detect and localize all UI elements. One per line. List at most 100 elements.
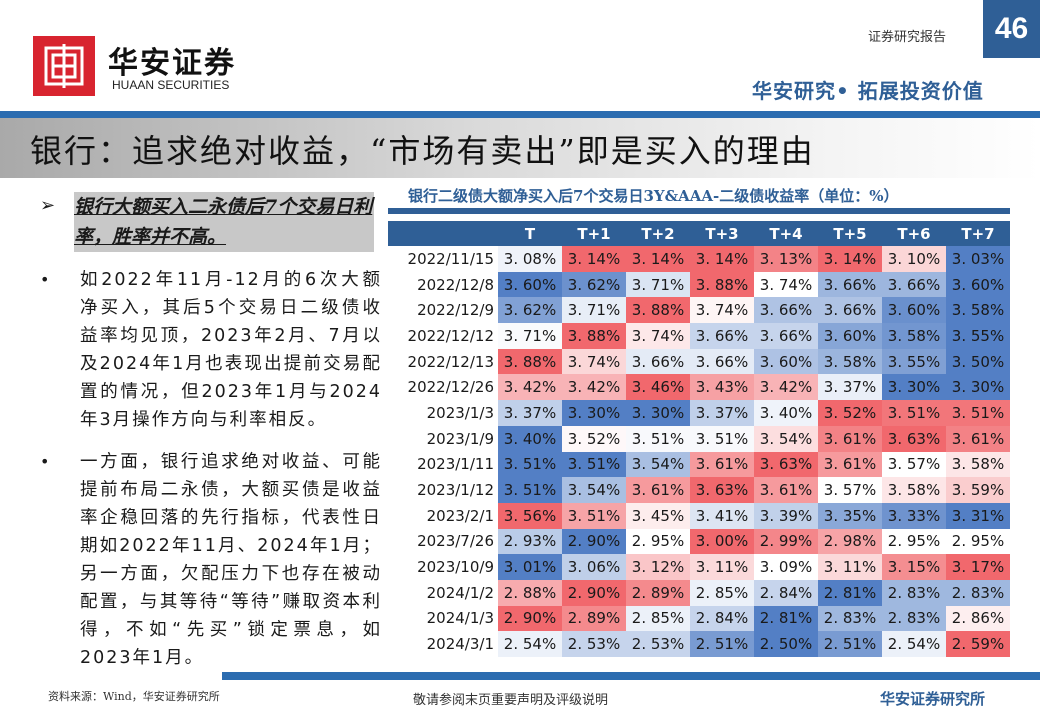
column-header: T+6: [882, 221, 946, 246]
table-row: 2023/10/9 3. 01% 3. 06% 3. 12% 3. 11% 3. 09% 3…: [388, 554, 1010, 580]
heat-cell: 2. 81%: [818, 579, 882, 606]
heat-cell: 3. 61%: [754, 477, 818, 503]
heat-cell: 3. 14%: [626, 246, 690, 272]
date-cell: 2023/1/9: [426, 429, 494, 448]
heat-cell: 3. 63%: [690, 477, 754, 503]
date-cell: 2022/12/8: [417, 275, 494, 294]
heat-cell: 2. 98%: [818, 528, 882, 555]
heat-cell: 2. 89%: [626, 579, 690, 606]
heat-cell: 3. 66%: [754, 323, 818, 349]
heat-cell: 3. 42%: [754, 374, 818, 401]
key-point: ➢ 银行大额买入二永债后7个交易日利率，胜率并不高。: [40, 192, 385, 252]
heat-cell: 3. 35%: [818, 502, 882, 529]
date-cell: 2024/1/3: [426, 609, 494, 628]
title-band: [0, 118, 1040, 178]
heat-cell: 2. 51%: [818, 631, 882, 657]
heat-cell: 3. 39%: [754, 502, 818, 529]
heat-cell: 3. 63%: [754, 451, 818, 478]
heat-cell: 2. 86%: [946, 605, 1010, 632]
bullet-text: 如2022年11月-12月的6次大额净买入，其后5个交易日二级债收益率均见顶，2…: [80, 270, 382, 430]
column-header: T+7: [946, 221, 1010, 246]
heat-cell: 3. 51%: [690, 425, 754, 452]
heat-cell: 3. 31%: [946, 502, 1010, 529]
heat-cell: 3. 88%: [562, 323, 626, 349]
heat-cell: 2. 54%: [882, 631, 946, 657]
header-row: T T+1 T+2 T+3 T+4 T+5 T+6 T+7: [388, 221, 1010, 246]
heat-cell: 3. 66%: [818, 297, 882, 324]
heat-cell: 3. 88%: [498, 348, 562, 375]
table-row: 2023/1/11 3. 51% 3. 51% 3. 54% 3. 61% 3. 63% 3…: [388, 451, 1010, 478]
column-header: T: [498, 221, 562, 246]
heat-cell: 3. 46%: [626, 374, 690, 401]
heat-cell: 3. 74%: [562, 348, 626, 375]
heat-cell: 2. 84%: [754, 579, 818, 606]
heat-cell: 3. 01%: [498, 554, 562, 580]
heat-cell: 3. 61%: [818, 425, 882, 452]
bullet-text: 一方面，银行追求绝对收益、可能提前布局二永债，大额买债是收益率企稳回落的先行指标…: [80, 452, 382, 668]
table-row: 2023/1/9 3. 40% 3. 52% 3. 51% 3. 51% 3. 54% 3.…: [388, 425, 1010, 452]
heat-cell: 3. 51%: [562, 502, 626, 529]
heat-cell: 2. 83%: [882, 579, 946, 606]
heat-cell: 3. 30%: [562, 400, 626, 426]
heat-cell: 3. 66%: [626, 348, 690, 375]
date-cell: 2024/1/2: [426, 583, 494, 602]
table-row: 2023/1/12 3. 51% 3. 54% 3. 61% 3. 63% 3. 61% 3…: [388, 477, 1010, 503]
heat-cell: 3. 15%: [882, 554, 946, 580]
heat-cell: 3. 71%: [562, 297, 626, 324]
heat-cell: 2. 83%: [882, 605, 946, 632]
heat-cell: 3. 66%: [690, 323, 754, 349]
heat-cell: 2. 51%: [690, 631, 754, 657]
heat-cell: 3. 42%: [498, 374, 562, 401]
heat-cell: 3. 00%: [690, 528, 754, 555]
table-row: 2022/12/12 3. 71% 3. 88% 3. 74% 3. 66% 3. 66%…: [388, 323, 1010, 349]
table-row: 2022/12/26 3. 42% 3. 42% 3. 46% 3. 43% 3. 42%…: [388, 374, 1010, 401]
heat-cell: 3. 40%: [754, 400, 818, 426]
date-cell: 2023/2/1: [426, 506, 494, 525]
heat-cell: 3. 58%: [818, 348, 882, 375]
heat-cell: 3. 37%: [498, 400, 562, 426]
heat-cell: 3. 42%: [562, 374, 626, 401]
date-cell: 2023/10/9: [417, 558, 494, 577]
date-cell: 2022/12/9: [417, 301, 494, 320]
corner-cell: [388, 221, 498, 246]
huaan-logo: [33, 36, 95, 96]
heat-cell: 3. 74%: [754, 271, 818, 298]
heat-cell: 3. 06%: [562, 554, 626, 580]
heat-cell: 3. 60%: [882, 297, 946, 324]
table-row: 2023/2/1 3. 56% 3. 51% 3. 45% 3. 41% 3. 39% 3.…: [388, 502, 1010, 529]
header-divider: [0, 111, 1040, 118]
heat-cell: 3. 30%: [946, 374, 1010, 401]
heat-cell: 3. 52%: [818, 400, 882, 426]
table-row: 2022/11/15 3. 08% 3. 14% 3. 14% 3. 14% 3. 13%…: [388, 246, 1010, 272]
heat-cell: 2. 84%: [690, 605, 754, 632]
heat-cell: 3. 71%: [626, 271, 690, 298]
arrow-bullet-icon: ➢: [40, 195, 56, 216]
heat-cell: 3. 50%: [946, 348, 1010, 375]
brand-name-cn: 华安证券: [108, 46, 236, 81]
heat-cell: 3. 58%: [946, 297, 1010, 324]
heat-cell: 3. 62%: [498, 297, 562, 324]
column-header: T+5: [818, 221, 882, 246]
yield-heatmap-table: T T+1 T+2 T+3 T+4 T+5 T+6 T+7 2022/11/15 3. 08% 3…: [388, 221, 1010, 657]
heat-cell: 3. 14%: [818, 246, 882, 272]
heat-cell: 2. 90%: [562, 579, 626, 606]
bullet-item: • 如2022年11月-12月的6次大额净买入，其后5个交易日二级债收益率均见顶…: [40, 266, 385, 434]
date-cell: 2022/12/13: [407, 352, 494, 371]
heat-cell: 3. 66%: [882, 271, 946, 298]
heat-cell: 2. 53%: [562, 631, 626, 657]
table-row: 2024/3/1 2. 54% 2. 53% 2. 53% 2. 51% 2. 50% 2.…: [388, 631, 1010, 657]
heat-cell: 3. 71%: [498, 323, 562, 349]
heat-cell: 3. 30%: [626, 400, 690, 426]
heat-cell: 3. 74%: [626, 323, 690, 349]
heat-cell: 3. 58%: [882, 323, 946, 349]
heat-cell: 3. 51%: [946, 400, 1010, 426]
heat-cell: 2. 95%: [626, 528, 690, 555]
heat-cell: 2. 59%: [946, 631, 1010, 657]
table-row: 2022/12/13 3. 88% 3. 74% 3. 66% 3. 66% 3. 60%…: [388, 348, 1010, 375]
chart-title: 银行二级债大额净买入后7个交易日3Y&AAA-二级债收益率（单位：%）: [408, 187, 899, 205]
heat-cell: 2. 95%: [946, 528, 1010, 555]
heat-cell: 3. 08%: [498, 246, 562, 272]
heat-cell: 3. 62%: [562, 271, 626, 298]
heat-cell: 2. 50%: [754, 631, 818, 657]
heat-cell: 2. 85%: [690, 579, 754, 606]
